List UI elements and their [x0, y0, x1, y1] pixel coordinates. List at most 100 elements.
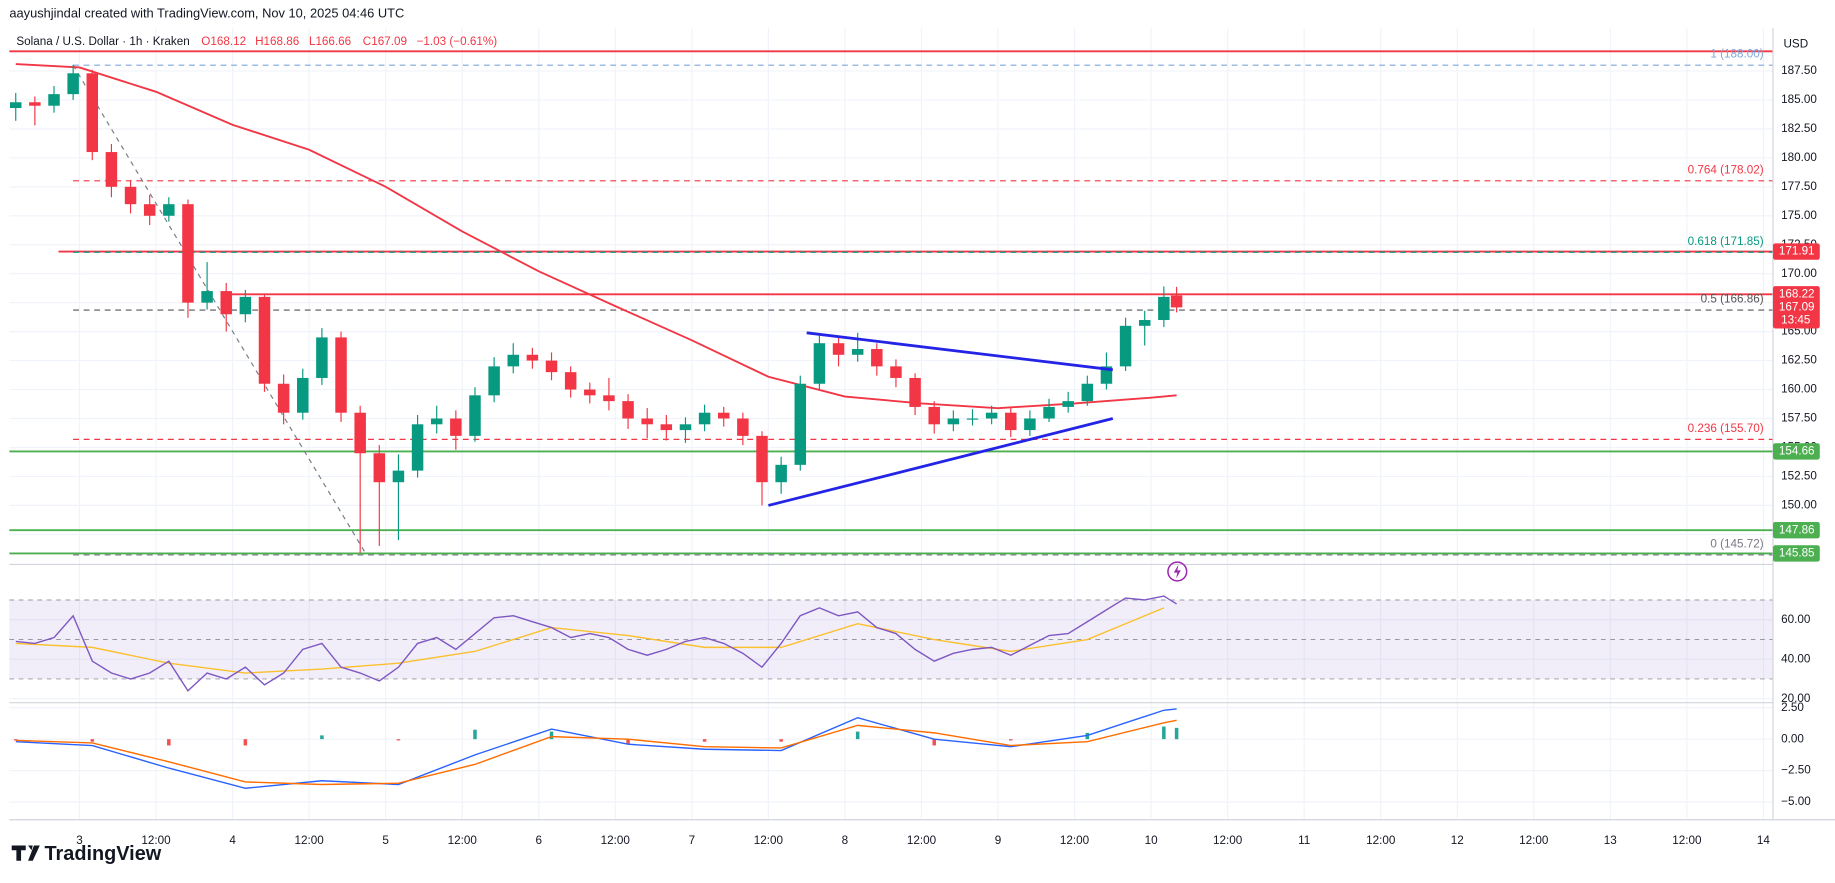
alert-icon[interactable]: [1167, 561, 1188, 582]
candle-body: [966, 418, 979, 420]
candle-body: [679, 424, 692, 431]
candle-body: [832, 343, 845, 355]
brand: TradingView: [44, 843, 161, 865]
candle-body: [564, 372, 577, 390]
macd-histogram: [320, 735, 324, 740]
x-tick-label: 14: [1757, 834, 1770, 847]
high: H168.86: [255, 35, 299, 48]
candle-body: [1170, 295, 1183, 308]
candle-body: [526, 354, 539, 361]
y-tick-label: 162.50: [1781, 354, 1817, 367]
y-tick-label: 2.50: [1781, 701, 1804, 714]
moving-average: [15, 63, 1177, 410]
candle-body: [67, 73, 79, 95]
alert-bolt: [1173, 564, 1181, 579]
x-tick-label: 12: [1451, 834, 1464, 847]
x-tick-label: 12:00: [1672, 834, 1702, 847]
currency: USD: [1784, 38, 1809, 51]
last-price-badge: [1772, 299, 1820, 329]
macd-histogram: [1174, 727, 1179, 740]
x-tick-label: 3: [76, 834, 83, 847]
y-tick-label: 175.00: [1781, 209, 1817, 222]
macd-histogram: [1162, 726, 1166, 740]
candle-body: [373, 453, 386, 483]
candle-body: [641, 418, 653, 425]
macd-line: [15, 708, 1177, 789]
candle-body: [1081, 383, 1094, 402]
price-badge-label: 145.85: [1779, 547, 1815, 560]
last-price-label: 167.09: [1779, 300, 1815, 313]
x-tick-label: 12:00: [907, 834, 937, 847]
candle-body: [258, 296, 271, 384]
candle-body: [163, 204, 175, 216]
y-tick-label: 182.50: [1781, 122, 1817, 135]
x-tick-label: 12:00: [754, 834, 784, 847]
candle-body: [737, 418, 749, 436]
x-tick-label: 13: [1604, 834, 1617, 847]
x-tick-label: 10: [1145, 834, 1158, 847]
open: O168.12: [201, 35, 246, 48]
candle-body: [392, 470, 405, 483]
y-tick-label: 150.00: [1781, 498, 1817, 511]
y-tick-label: 180.00: [1781, 151, 1817, 164]
candle-body: [698, 412, 711, 425]
candle-body: [909, 377, 921, 407]
price-badge-label: 147.86: [1779, 523, 1815, 536]
fib-label: 1 (188.00): [1710, 48, 1763, 61]
x-tick-label: 12:00: [1519, 834, 1549, 847]
grid: [9, 28, 1773, 820]
macd-histogram: [702, 739, 707, 742]
candle-body: [622, 401, 634, 419]
y-tick-label: 187.50: [1781, 64, 1817, 77]
x-tick-label: 12:00: [141, 834, 171, 847]
macd-histogram: [932, 739, 936, 746]
fib-label: 0.618 (171.85): [1688, 235, 1764, 248]
candle-body: [985, 412, 998, 419]
macd-histogram: [396, 739, 401, 741]
brand-logo: [11, 845, 40, 861]
price-badge-label: 154.66: [1779, 444, 1815, 457]
price-badges: 171.91 168.22 154.66 147.86 145.85 167.0913:4…: [1772, 243, 1820, 562]
candle-body: [660, 424, 673, 431]
x-tick-label: 11: [1298, 834, 1310, 847]
candle-body: [316, 337, 328, 378]
x-tick-label: 9: [995, 834, 1002, 847]
candle-body: [813, 343, 826, 384]
macd-histogram: [779, 739, 783, 742]
candle-body: [1138, 320, 1151, 326]
x-tick-label: 7: [689, 834, 696, 847]
main-pane: 1 (188.00) 0.764 (178.02) 0.618 (171.85) 0.…: [9, 48, 1773, 556]
candle-body: [239, 296, 252, 315]
price-badge: [1772, 243, 1820, 260]
x-tick-label: 12:00: [1366, 834, 1396, 847]
candle-body: [1043, 406, 1055, 419]
candle-body: [507, 354, 519, 367]
y-tick-label: 60.00: [1781, 613, 1811, 626]
price-badge: [1772, 286, 1820, 303]
candle-body: [182, 204, 194, 303]
candle-body: [717, 412, 730, 419]
y-tick-label: 152.50: [1781, 470, 1817, 483]
trendline: [806, 331, 1113, 372]
candle-body: [488, 366, 500, 396]
y-tick-label: 0.00: [1781, 732, 1804, 745]
candle-body: [297, 377, 309, 413]
candle-body: [1062, 401, 1074, 407]
candle-body: [277, 383, 290, 413]
x-tick-label: 12:00: [295, 834, 325, 847]
candle-body: [105, 152, 118, 187]
price-badge-label: 171.91: [1779, 245, 1815, 258]
y-tick-label: −2.50: [1781, 764, 1811, 777]
change: −1.03 (−0.61%): [417, 35, 498, 48]
y-tick-label: 170.00: [1781, 267, 1817, 280]
candle-body: [1100, 366, 1113, 384]
candle-body: [411, 424, 424, 471]
candle-body: [1024, 418, 1036, 431]
macd-histogram: [549, 731, 554, 740]
fib-trend: [72, 64, 368, 556]
macd-histogram: [243, 739, 248, 746]
signal-line: [15, 719, 1177, 786]
candle-body: [545, 360, 558, 373]
